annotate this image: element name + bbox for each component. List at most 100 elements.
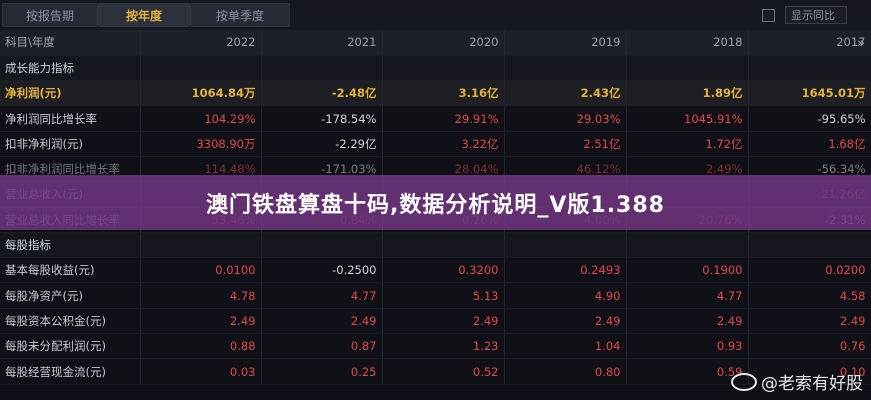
header-year: 2020	[382, 30, 505, 56]
empty-cell	[626, 232, 749, 259]
value-cell: 1.23	[382, 333, 505, 360]
value-cell: 4.77	[261, 282, 383, 309]
empty-cell	[261, 55, 383, 82]
header-year: 2017	[748, 30, 871, 56]
value-cell: 0.0100	[140, 257, 262, 284]
value-cell: 4.58	[748, 282, 871, 309]
table-row[interactable]: 扣非净利润(元) 3308.90万 -2.29亿 3.22亿 2.51亿 1.72亿 1.6…	[0, 131, 871, 157]
empty-cell	[748, 55, 871, 82]
section-row: 成长能力指标	[0, 55, 871, 82]
value-cell: 1.72亿	[626, 131, 749, 157]
value-cell: 0.3200	[382, 257, 505, 284]
table-row[interactable]: 净利润(元) 1064.84万 -2.48亿 3.16亿 2.43亿 1.89亿 1645.…	[0, 80, 871, 107]
value-cell: 29.91%	[382, 105, 505, 132]
value-cell: 2.43亿	[504, 80, 627, 107]
value-cell: -178.54%	[261, 105, 383, 132]
tab-bar: 按报告期 按年度 按单季度 显示同比	[0, 0, 871, 30]
tab-by-year[interactable]: 按年度	[98, 3, 190, 27]
value-cell: 1045.91%	[626, 105, 749, 132]
value-cell: -2.48亿	[261, 80, 383, 107]
tab-by-quarter[interactable]: 按单季度	[190, 3, 290, 27]
value-cell: 0.03	[140, 358, 262, 385]
section-label: 每股指标	[0, 232, 141, 259]
value-cell: 1.04	[504, 333, 627, 360]
watermark: @老索有好股	[731, 369, 863, 394]
table-row[interactable]: 每股未分配利润(元) 0.88 0.87 1.23 1.04 0.93 0.76	[0, 333, 871, 360]
value-cell: 4.90	[504, 282, 627, 309]
row-label: 每股资本公积金(元)	[0, 308, 141, 335]
empty-cell	[140, 55, 262, 82]
empty-cell	[504, 232, 627, 259]
scroll-right-icon[interactable]: »	[857, 36, 865, 51]
watermark-text: @老索有好股	[761, 374, 863, 394]
table-row[interactable]: 基本每股收益(元) 0.0100 -0.2500 0.3200 0.2493 0.1900…	[0, 257, 871, 284]
value-cell: 2.49	[382, 308, 505, 335]
header-year: 2018	[626, 30, 749, 56]
value-cell: 1645.01万	[748, 80, 871, 107]
row-label: 每股未分配利润(元)	[0, 333, 141, 360]
value-cell: 0.2493	[504, 257, 627, 284]
value-cell: 0.88	[140, 333, 262, 360]
yoy-checkbox[interactable]	[762, 8, 775, 22]
value-cell: 3308.90万	[140, 131, 262, 157]
value-cell: 0.59	[626, 358, 749, 385]
section-row: 每股指标	[0, 232, 871, 259]
row-label: 净利润(元)	[0, 80, 141, 107]
empty-cell	[748, 232, 871, 259]
empty-cell	[382, 232, 505, 259]
row-label: 每股经营现金流(元)	[0, 358, 141, 385]
value-cell: 0.80	[504, 358, 627, 385]
value-cell: 4.78	[140, 282, 262, 309]
value-cell: -2.29亿	[261, 131, 383, 157]
value-cell: 3.22亿	[382, 131, 505, 157]
value-cell: 0.76	[748, 333, 871, 360]
value-cell: 0.52	[382, 358, 505, 385]
value-cell: 29.03%	[504, 105, 627, 132]
header-year: 2022	[140, 30, 262, 56]
section-label: 成长能力指标	[0, 55, 141, 82]
value-cell: 0.1900	[626, 257, 749, 284]
table-row[interactable]: 净利润同比增长率 104.29% -178.54% 29.91% 29.03% 1045.…	[0, 105, 871, 132]
value-cell: 1.89亿	[626, 80, 749, 107]
row-label: 净利润同比增长率	[0, 105, 141, 132]
value-cell: 1.68亿	[748, 131, 871, 157]
table-row[interactable]: 每股净资产(元) 4.78 4.77 5.13 4.90 4.77 4.58	[0, 282, 871, 309]
table-header: 科目\年度 2022 2021 2020 2019 2018 2017	[0, 30, 871, 56]
value-cell: 0.93	[626, 333, 749, 360]
yoy-toggle[interactable]: 显示同比	[762, 6, 847, 24]
tab-by-report-period[interactable]: 按报告期	[2, 3, 98, 27]
header-label: 科目\年度	[0, 30, 141, 56]
value-cell: 3.16亿	[382, 80, 505, 107]
empty-cell	[382, 55, 505, 82]
value-cell: 0.0200	[748, 257, 871, 284]
overlay-banner: 澳门铁盘算盘十码,数据分析说明_V版1.388	[0, 175, 871, 230]
yoy-label: 显示同比	[785, 6, 847, 24]
value-cell: 2.51亿	[504, 131, 627, 157]
value-cell: 0.10	[748, 358, 871, 385]
row-label: 基本每股收益(元)	[0, 257, 141, 284]
value-cell: 104.29%	[140, 105, 262, 132]
value-cell: 1064.84万	[140, 80, 262, 107]
value-cell: 2.49	[140, 308, 262, 335]
value-cell: 0.25	[261, 358, 383, 385]
weibo-icon	[731, 372, 757, 391]
value-cell: -95.65%	[748, 105, 871, 132]
table-row[interactable]: 每股经营现金流(元) 0.03 0.25 0.52 0.80 0.59 0.10	[0, 358, 871, 385]
table-row[interactable]: 每股资本公积金(元) 2.49 2.49 2.49 2.49 2.49 2.49	[0, 308, 871, 335]
header-year: 2021	[261, 30, 383, 56]
value-cell: -0.2500	[261, 257, 383, 284]
empty-cell	[261, 232, 383, 259]
value-cell: 0.87	[261, 333, 383, 360]
empty-cell	[504, 55, 627, 82]
header-year: 2019	[504, 30, 627, 56]
row-label: 扣非净利润(元)	[0, 131, 141, 157]
value-cell: 5.13	[382, 282, 505, 309]
value-cell: 2.49	[261, 308, 383, 335]
value-cell: 2.49	[748, 308, 871, 335]
empty-cell	[140, 232, 262, 259]
empty-cell	[626, 55, 749, 82]
value-cell: 2.49	[626, 308, 749, 335]
value-cell: 4.77	[626, 282, 749, 309]
row-label: 每股净资产(元)	[0, 282, 141, 309]
value-cell: 2.49	[504, 308, 627, 335]
